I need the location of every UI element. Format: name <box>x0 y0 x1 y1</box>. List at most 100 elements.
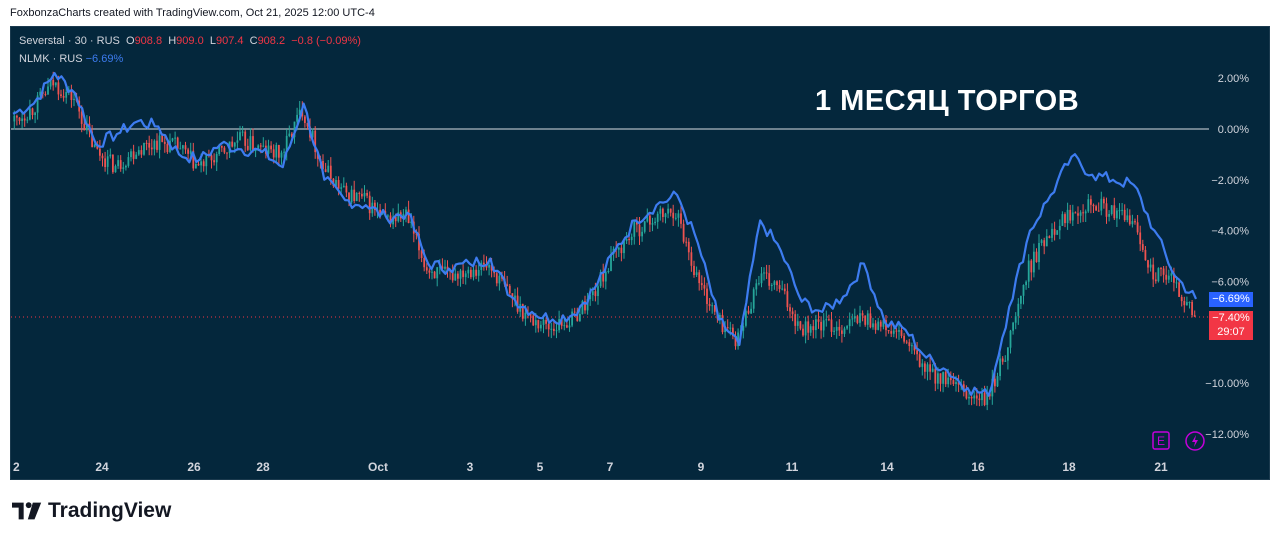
candle-body <box>591 291 594 296</box>
candle-body <box>687 241 690 253</box>
candle-body <box>677 213 680 218</box>
candle-body <box>571 311 573 326</box>
compare-change-value: −6.69% <box>85 53 124 65</box>
candle-body <box>747 310 750 314</box>
candle-body <box>763 272 765 274</box>
earnings-icon[interactable]: E <box>1149 429 1173 453</box>
candle-body <box>695 272 698 275</box>
candle-body <box>659 208 662 214</box>
candle-body <box>21 118 23 121</box>
candle-body <box>690 252 693 266</box>
candle-body <box>418 233 420 251</box>
candle-body <box>550 328 553 330</box>
compare-symbol-label[interactable]: NLMK · RUS <box>19 53 83 65</box>
candle-body <box>1141 244 1144 250</box>
candle-body <box>387 215 389 217</box>
candle-body <box>285 135 288 152</box>
candle-body <box>233 142 236 147</box>
candle-body <box>851 318 854 320</box>
candle-body <box>200 161 202 166</box>
candle-body <box>145 142 148 144</box>
main-series-legend[interactable]: Severstal · 30 · RUS O908.8 H909.0 L907.… <box>19 35 361 47</box>
candle-body <box>973 395 976 399</box>
x-axis[interactable]: 2 24 26 28 Oct 3 5 7 9 11 14 16 18 21 <box>13 460 1168 474</box>
candle-body <box>1007 347 1009 361</box>
candle-body <box>293 121 296 138</box>
candle-body <box>729 327 732 329</box>
candle-body <box>892 330 895 334</box>
candle-body <box>1160 268 1162 270</box>
y-axis[interactable]: 2.00%0.00%−2.00%−4.00%−6.00%−8.00%−10.00… <box>1205 73 1249 441</box>
candle-body <box>540 324 542 329</box>
candle-body <box>721 314 724 333</box>
candle-body <box>96 144 99 149</box>
candle-body <box>1090 199 1092 205</box>
candle-body <box>218 145 221 154</box>
candle-body <box>1144 249 1147 261</box>
main-symbol-label[interactable]: Severstal · 30 · RUS <box>19 35 120 47</box>
candle-body <box>547 323 550 330</box>
candle-body <box>166 144 169 152</box>
candle-body <box>848 319 851 327</box>
candle-body <box>132 151 135 159</box>
candle-body <box>374 202 376 210</box>
chart-pane[interactable]: 2.00%0.00%−2.00%−4.00%−6.00%−8.00%−10.00… <box>10 26 1270 480</box>
open-value: 908.8 <box>134 35 163 47</box>
candle-body <box>457 273 459 279</box>
x-tick-label: 5 <box>537 460 544 474</box>
candle-body <box>402 213 405 219</box>
candle-body <box>1154 279 1157 282</box>
candle-body <box>267 145 270 154</box>
candle-body <box>490 264 493 271</box>
candle-body <box>394 216 397 222</box>
candle-body <box>742 325 745 331</box>
candle-body <box>726 327 729 329</box>
candle-body <box>734 336 737 347</box>
tradingview-wordmark: TradingView <box>48 499 172 522</box>
candle-body <box>732 327 734 337</box>
candle-body <box>789 307 791 312</box>
candle-body <box>638 224 641 237</box>
severstal-candles <box>13 71 1196 411</box>
tradingview-logo[interactable]: TradingView <box>12 499 171 523</box>
candle-body <box>322 161 324 170</box>
candle-body <box>1040 240 1043 243</box>
candle-body <box>436 267 439 279</box>
candle-body <box>700 283 703 286</box>
candle-body <box>1126 215 1129 220</box>
x-tick-label: 2 <box>13 460 20 474</box>
severstal-price-tag: −7.40% <box>1209 311 1253 326</box>
candle-body <box>161 135 164 142</box>
candle-body <box>18 117 21 121</box>
earnings-icon-letter: E <box>1157 434 1165 448</box>
candle-body <box>1157 268 1160 282</box>
candle-body <box>685 241 688 243</box>
candle-body <box>947 377 950 385</box>
candle-body <box>192 150 195 169</box>
candle-body <box>195 163 197 169</box>
candle-body <box>91 131 93 147</box>
candle-body <box>758 283 760 285</box>
candle-body <box>259 145 262 147</box>
candle-body <box>1079 212 1082 216</box>
candle-body <box>425 267 428 271</box>
chart-annotation-text: 1 МЕСЯЦ ТОРГОВ <box>815 85 1080 117</box>
candle-body <box>215 154 218 163</box>
candle-body <box>815 319 817 331</box>
compare-series-legend[interactable]: NLMK · RUS −6.69% <box>19 53 123 65</box>
candle-body <box>47 86 49 95</box>
candle-body <box>431 271 433 273</box>
candle-body <box>137 150 140 155</box>
candle-body <box>597 286 599 296</box>
lightning-icon[interactable] <box>1183 429 1207 453</box>
candle-body <box>291 133 293 138</box>
candle-body <box>26 119 29 121</box>
candle-body <box>1165 274 1168 280</box>
candle-body <box>898 330 900 332</box>
candle-body <box>39 91 42 96</box>
candle-body <box>231 141 234 147</box>
y-tick-label: 2.00% <box>1218 73 1249 85</box>
candle-body <box>140 150 143 155</box>
candle-body <box>329 165 332 179</box>
chart-canvas[interactable]: 2.00%0.00%−2.00%−4.00%−6.00%−8.00%−10.00… <box>11 27 1269 479</box>
